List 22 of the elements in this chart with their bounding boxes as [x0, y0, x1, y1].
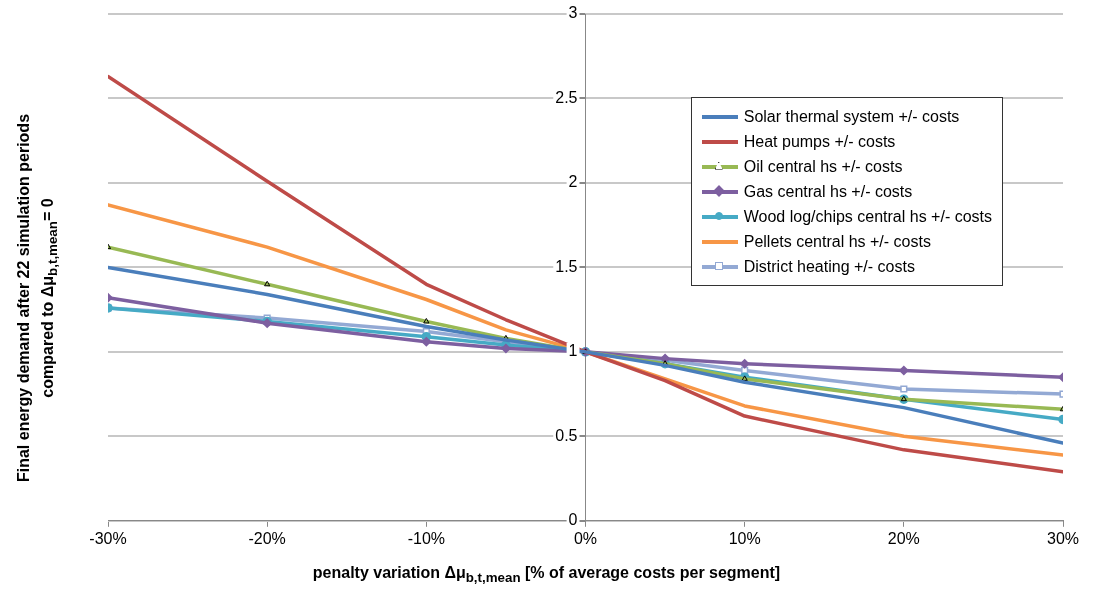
legend-label: Oil central hs +/- costs — [743, 157, 903, 177]
x-tick-label: 20% — [887, 529, 920, 547]
x-tick-label: 0% — [573, 529, 598, 547]
x-tick-label: -10% — [407, 529, 446, 547]
x-tick-label: -20% — [248, 529, 286, 547]
y-tick-label: 2.5 — [555, 88, 578, 106]
y-tick-label: 1 — [568, 342, 578, 360]
y-tick-label: 2 — [568, 173, 578, 191]
legend-label: Heat pumps +/- costs — [743, 132, 896, 152]
y-tick-label: 0.5 — [555, 426, 578, 444]
x-tick-label: 30% — [1046, 529, 1080, 547]
y-tick-label: 0 — [568, 511, 578, 529]
x-tick-label: -30% — [89, 529, 127, 547]
legend-label: Wood log/chips central hs +/- costs — [743, 207, 992, 227]
legend-label: Solar thermal system +/- costs — [743, 107, 960, 127]
y-tick-label: 1.5 — [555, 257, 578, 275]
legend-label: District heating +/- costs — [743, 257, 915, 277]
legend-label: Pellets central hs +/- costs — [743, 232, 931, 252]
legend-label: Gas central hs +/- costs — [743, 182, 913, 202]
y-tick-label: 3 — [568, 4, 578, 22]
x-tick-label: 10% — [728, 529, 761, 547]
x-axis-title: penalty variation Δμ$_{b,t,mean}$ [% of average costs per segment] — [311, 564, 782, 586]
